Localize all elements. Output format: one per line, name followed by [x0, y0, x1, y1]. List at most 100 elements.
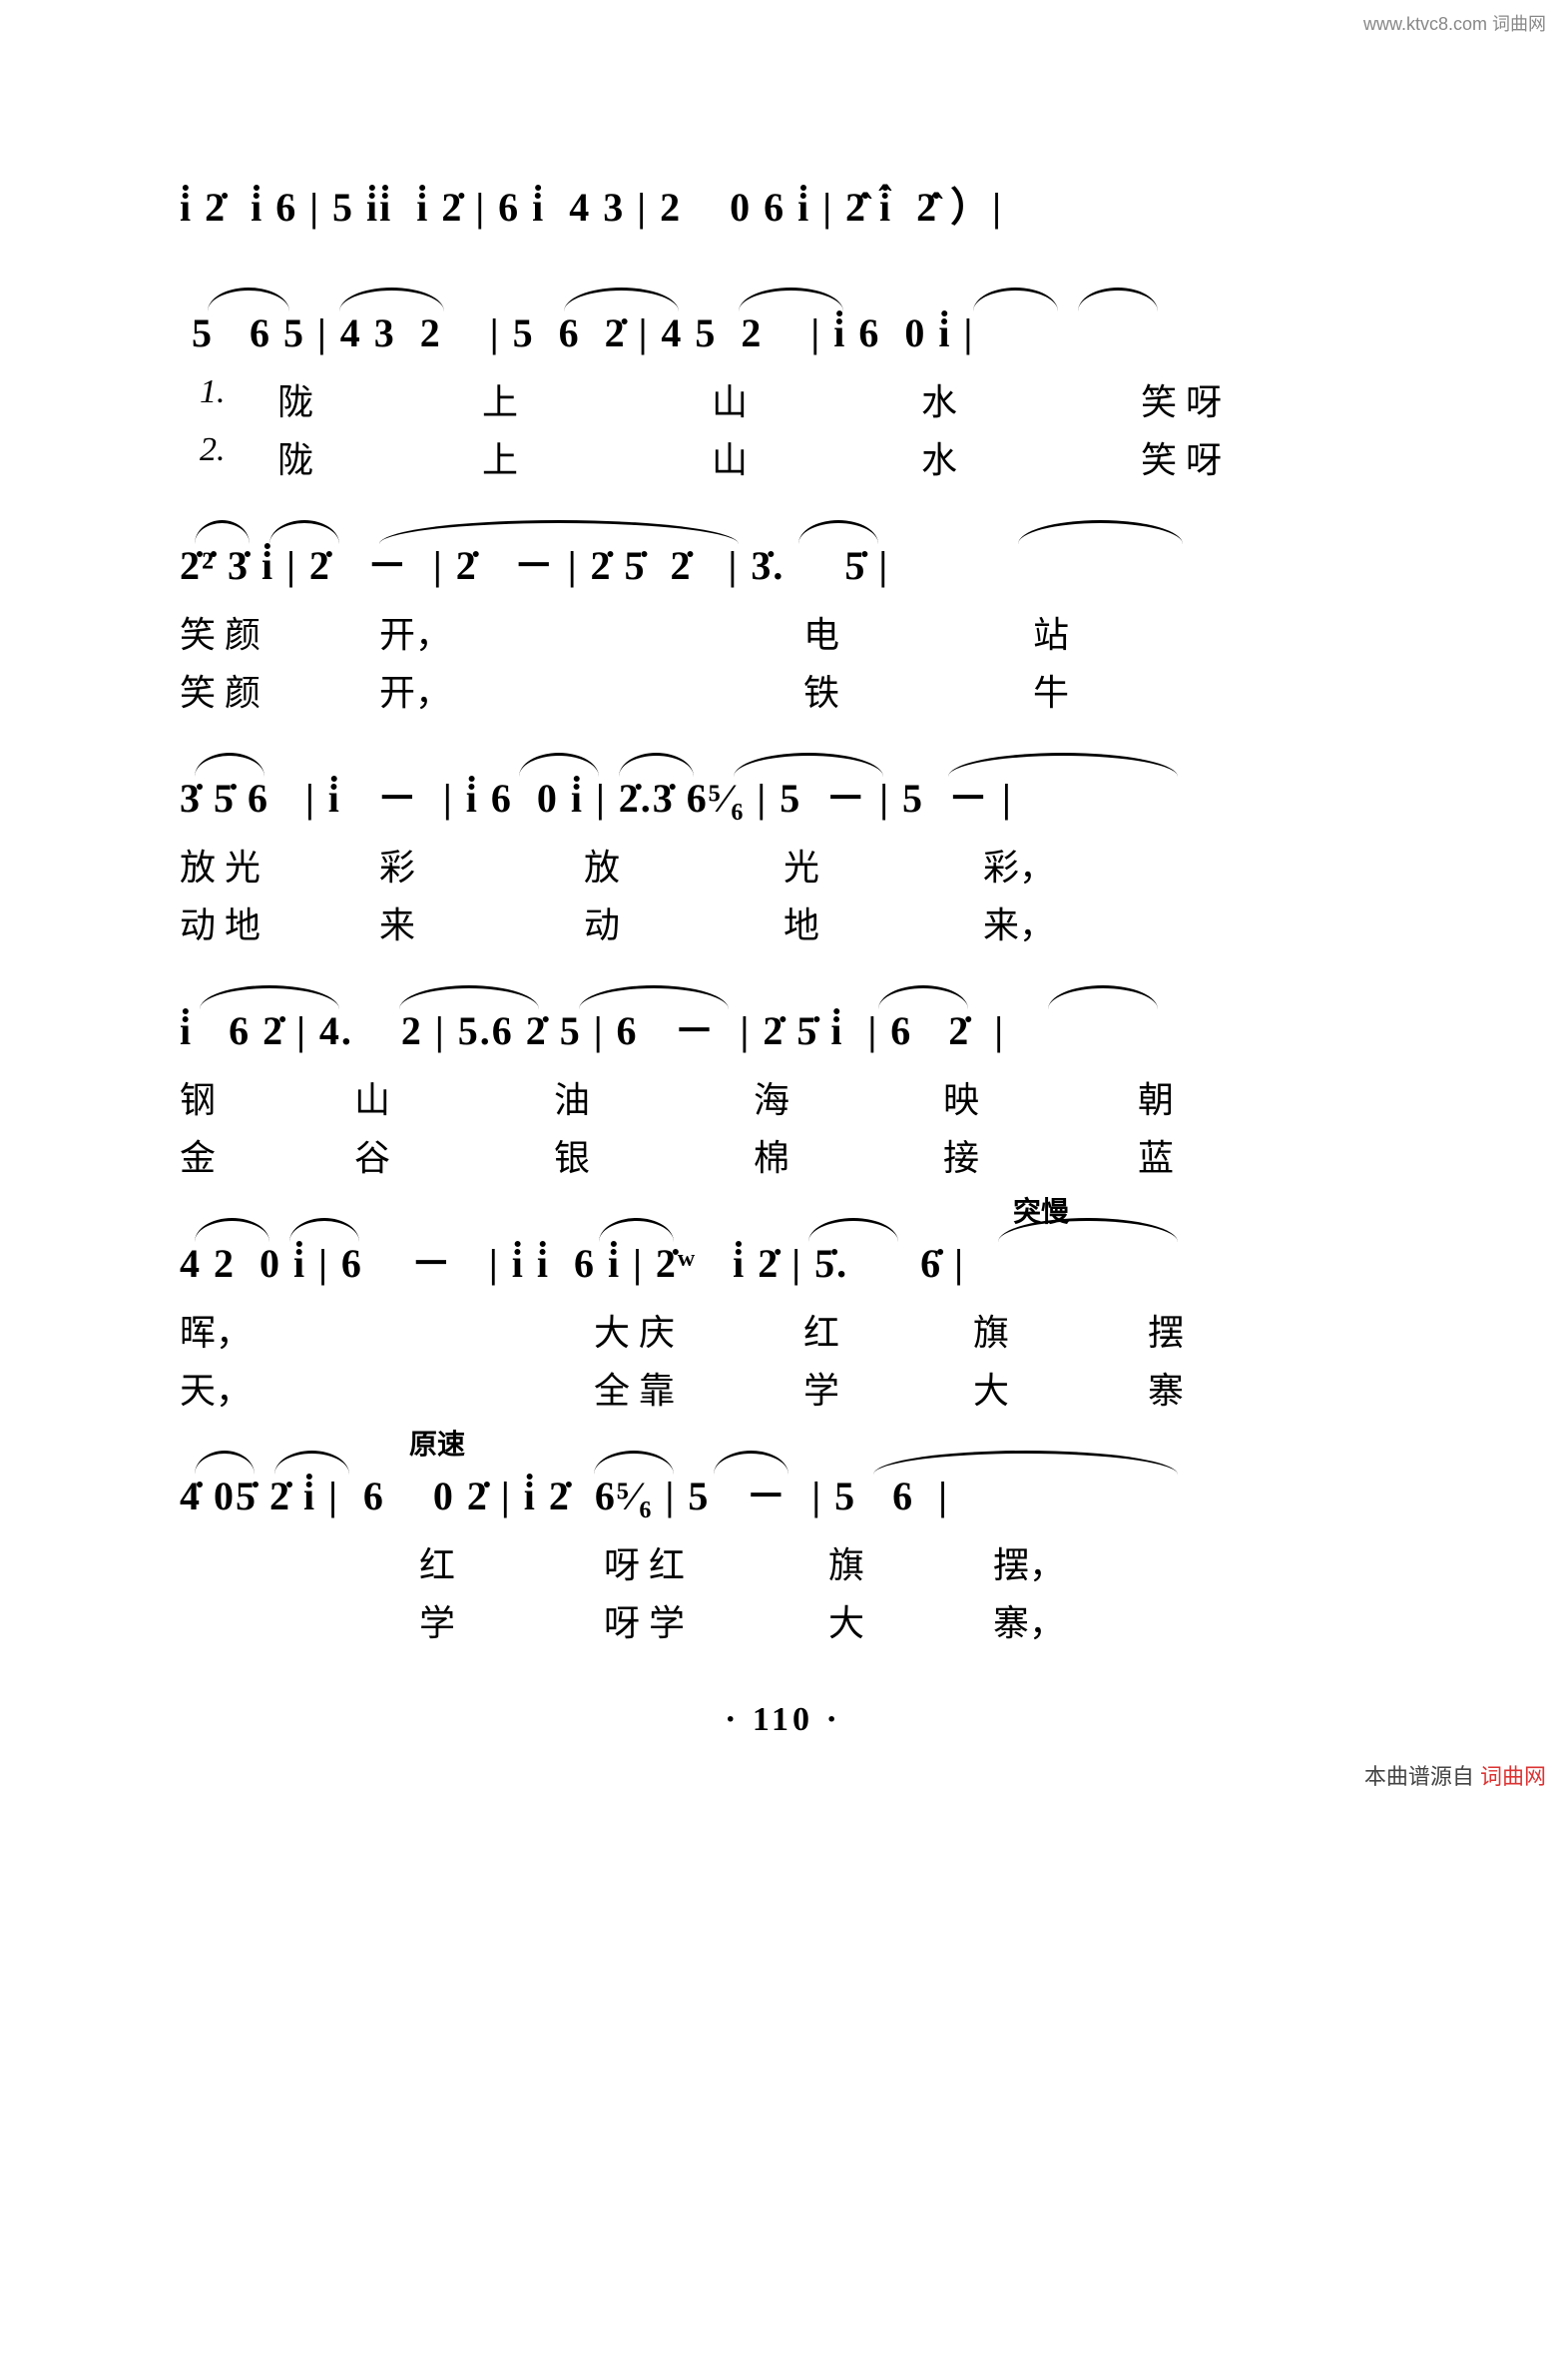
slur-arc	[269, 520, 339, 544]
lyric-cell	[294, 1071, 354, 1123]
lyric-cell: 地	[783, 896, 958, 948]
music-row-wrap: 3̇ 5̇ 6 | i̇ － | i̇ 6 0 i̇ | 2̇.3̇ 6⁵⁄₆ …	[180, 771, 1386, 827]
lyric-cell: 笑 颜	[180, 664, 379, 716]
slur-arc	[599, 1218, 674, 1242]
lyric-cell	[452, 373, 482, 425]
lyric-cell: 牛	[1033, 664, 1213, 716]
lyric-cell: 寨	[1148, 1362, 1288, 1414]
lyric-cell: 笑 颜	[180, 606, 379, 658]
intro-notation: i̇ 2̇ i̇ 6 | 5 i̇i̇ i̇ 2̇ | 6 i̇ 4 3 | 2…	[180, 180, 1003, 236]
lyric-cell: 摆，	[993, 1536, 1193, 1588]
slur-arc	[808, 1218, 898, 1242]
lyric-cell	[504, 1129, 554, 1181]
slur-arc	[339, 288, 444, 311]
lyric-cell: 水	[921, 373, 1121, 425]
lyric-cell: 来，	[983, 896, 1183, 948]
slur-arc	[200, 985, 339, 1009]
lyric-cell: 站	[1033, 606, 1213, 658]
lyric-cell	[574, 1536, 604, 1588]
lyric-cell: 陇	[277, 431, 452, 483]
lyric-cell: 摆	[1148, 1304, 1288, 1356]
notation-text: i̇ 6 2̇ | 4. 2 | 5.6 2̇ 5 | 6 － | 2̇ 5̇ …	[180, 1003, 1005, 1059]
lyric-cell: 晖，	[180, 1304, 374, 1356]
lyric-cell: 蓝	[1138, 1129, 1258, 1181]
lyric-block: 2̇²̇ 3̇ i̇ | 2̇ － | 2̇ － | 2̇ 5̇ 2̇ | 3̇…	[180, 538, 1386, 716]
slur-arc	[519, 753, 599, 777]
page-number: · 110 ·	[180, 1701, 1386, 1739]
lyric-cell: 旗	[973, 1304, 1123, 1356]
slur-arc	[289, 1218, 359, 1242]
footer-site: 词曲网	[1480, 1764, 1546, 1789]
lyric-cell: 油	[554, 1071, 724, 1123]
lyric-cell: 开，	[379, 664, 569, 716]
notation-row: 5 6 5 | 4 3 2 | 5 6 2̇ | 4 5 2 | i̇ 6 0 …	[180, 305, 1386, 361]
slur-arc	[379, 520, 739, 544]
lyric-cell: 上	[482, 431, 692, 483]
slur-arc	[594, 1451, 674, 1475]
lyric-cell: 旗	[828, 1536, 968, 1588]
lyric-row-verse1: 1.陇上山水笑 呀	[180, 373, 1386, 425]
lyric-cell	[1118, 1071, 1138, 1123]
lyric-cell	[424, 1362, 594, 1414]
lyric-cell	[514, 896, 584, 948]
lyric-cell: 大 庆	[594, 1304, 774, 1356]
lyric-cell: 天，	[180, 1362, 374, 1414]
lyric-cell: 大	[828, 1594, 968, 1646]
lyric-cell: 动	[584, 896, 759, 948]
lyric-row-verse2: 天，全 靠学大寨	[180, 1362, 1386, 1414]
slur-arc	[1018, 520, 1183, 544]
lyric-row-verse2: 2.陇上山水笑 呀	[180, 431, 1386, 483]
lyric-cell	[774, 1362, 803, 1414]
lyric-cell: 开，	[379, 606, 569, 658]
lyric-cell: 全 靠	[594, 1362, 774, 1414]
slur-arc	[195, 753, 264, 777]
lyric-cell	[901, 431, 921, 483]
lyric-cell: 上	[482, 373, 692, 425]
lyric-cell	[774, 1304, 803, 1356]
lyric-cell: 红	[803, 1304, 943, 1356]
lyric-cell	[1123, 1304, 1148, 1356]
lyric-cell: 山	[712, 373, 901, 425]
slur-arc	[873, 1451, 1178, 1475]
music-row-wrap: 5 6 5 | 4 3 2 | 5 6 2̇ | 4 5 2 | i̇ 6 0 …	[180, 305, 1386, 361]
slur-arc	[1078, 288, 1158, 311]
lyric-cell	[294, 1129, 354, 1181]
lyric-cell: 学	[419, 1594, 574, 1646]
slur-arc	[973, 288, 1058, 311]
lyric-cell	[1123, 1362, 1148, 1414]
notation-text: 4 2 0 i̇ | 6 － | i̇ i̇ 6 i̇ | 2̇ʷ i̇ 2̇ …	[180, 1236, 965, 1292]
lyric-cell: 放 光	[180, 839, 379, 891]
lyric-cell	[692, 373, 712, 425]
lyric-cell: 水	[921, 431, 1121, 483]
lyric-lines-container: 5 6 5 | 4 3 2 | 5 6 2̇ | 4 5 2 | i̇ 6 0 …	[180, 305, 1386, 1646]
lyric-cell	[759, 839, 783, 891]
slur-arc	[739, 288, 843, 311]
lyric-cell: 金	[180, 1129, 294, 1181]
lyric-cell: 电	[803, 606, 1003, 658]
lyric-cell	[958, 839, 983, 891]
lyric-cell	[1003, 664, 1033, 716]
slur-arc	[734, 753, 883, 777]
lyric-cell	[180, 1594, 404, 1646]
music-row-wrap: 突慢4 2 0 i̇ | 6 － | i̇ i̇ 6 i̇ | 2̇ʷ i̇ 2…	[180, 1236, 1386, 1292]
lyric-cell	[504, 1071, 554, 1123]
lyric-cell: 学	[803, 1362, 943, 1414]
lyric-cell	[424, 1304, 594, 1356]
lyric-block: 3̇ 5̇ 6 | i̇ － | i̇ 6 0 i̇ | 2̇.3̇ 6⁵⁄₆ …	[180, 771, 1386, 948]
lyric-cell: 朝	[1138, 1071, 1258, 1123]
lyric-row-verse2: 学呀 学大寨，	[180, 1594, 1386, 1646]
lyric-cell	[404, 1594, 419, 1646]
tempo-mark: 突慢	[1013, 1190, 1069, 1230]
lyric-row-verse1: 放 光彩放光彩，	[180, 839, 1386, 891]
lyric-cell: 棉	[754, 1129, 923, 1181]
slur-arc	[798, 520, 878, 544]
lyric-cell	[968, 1536, 993, 1588]
lyric-cell	[404, 1536, 419, 1588]
lyric-cell	[923, 1129, 943, 1181]
lyric-cell	[943, 1362, 973, 1414]
lyric-cell: 山	[712, 431, 901, 483]
lyric-block: 突慢4 2 0 i̇ | 6 － | i̇ i̇ 6 i̇ | 2̇ʷ i̇ 2…	[180, 1236, 1386, 1414]
lyric-cell: 谷	[354, 1129, 504, 1181]
lyric-cell: 海	[754, 1071, 923, 1123]
lyric-cell	[374, 1362, 424, 1414]
